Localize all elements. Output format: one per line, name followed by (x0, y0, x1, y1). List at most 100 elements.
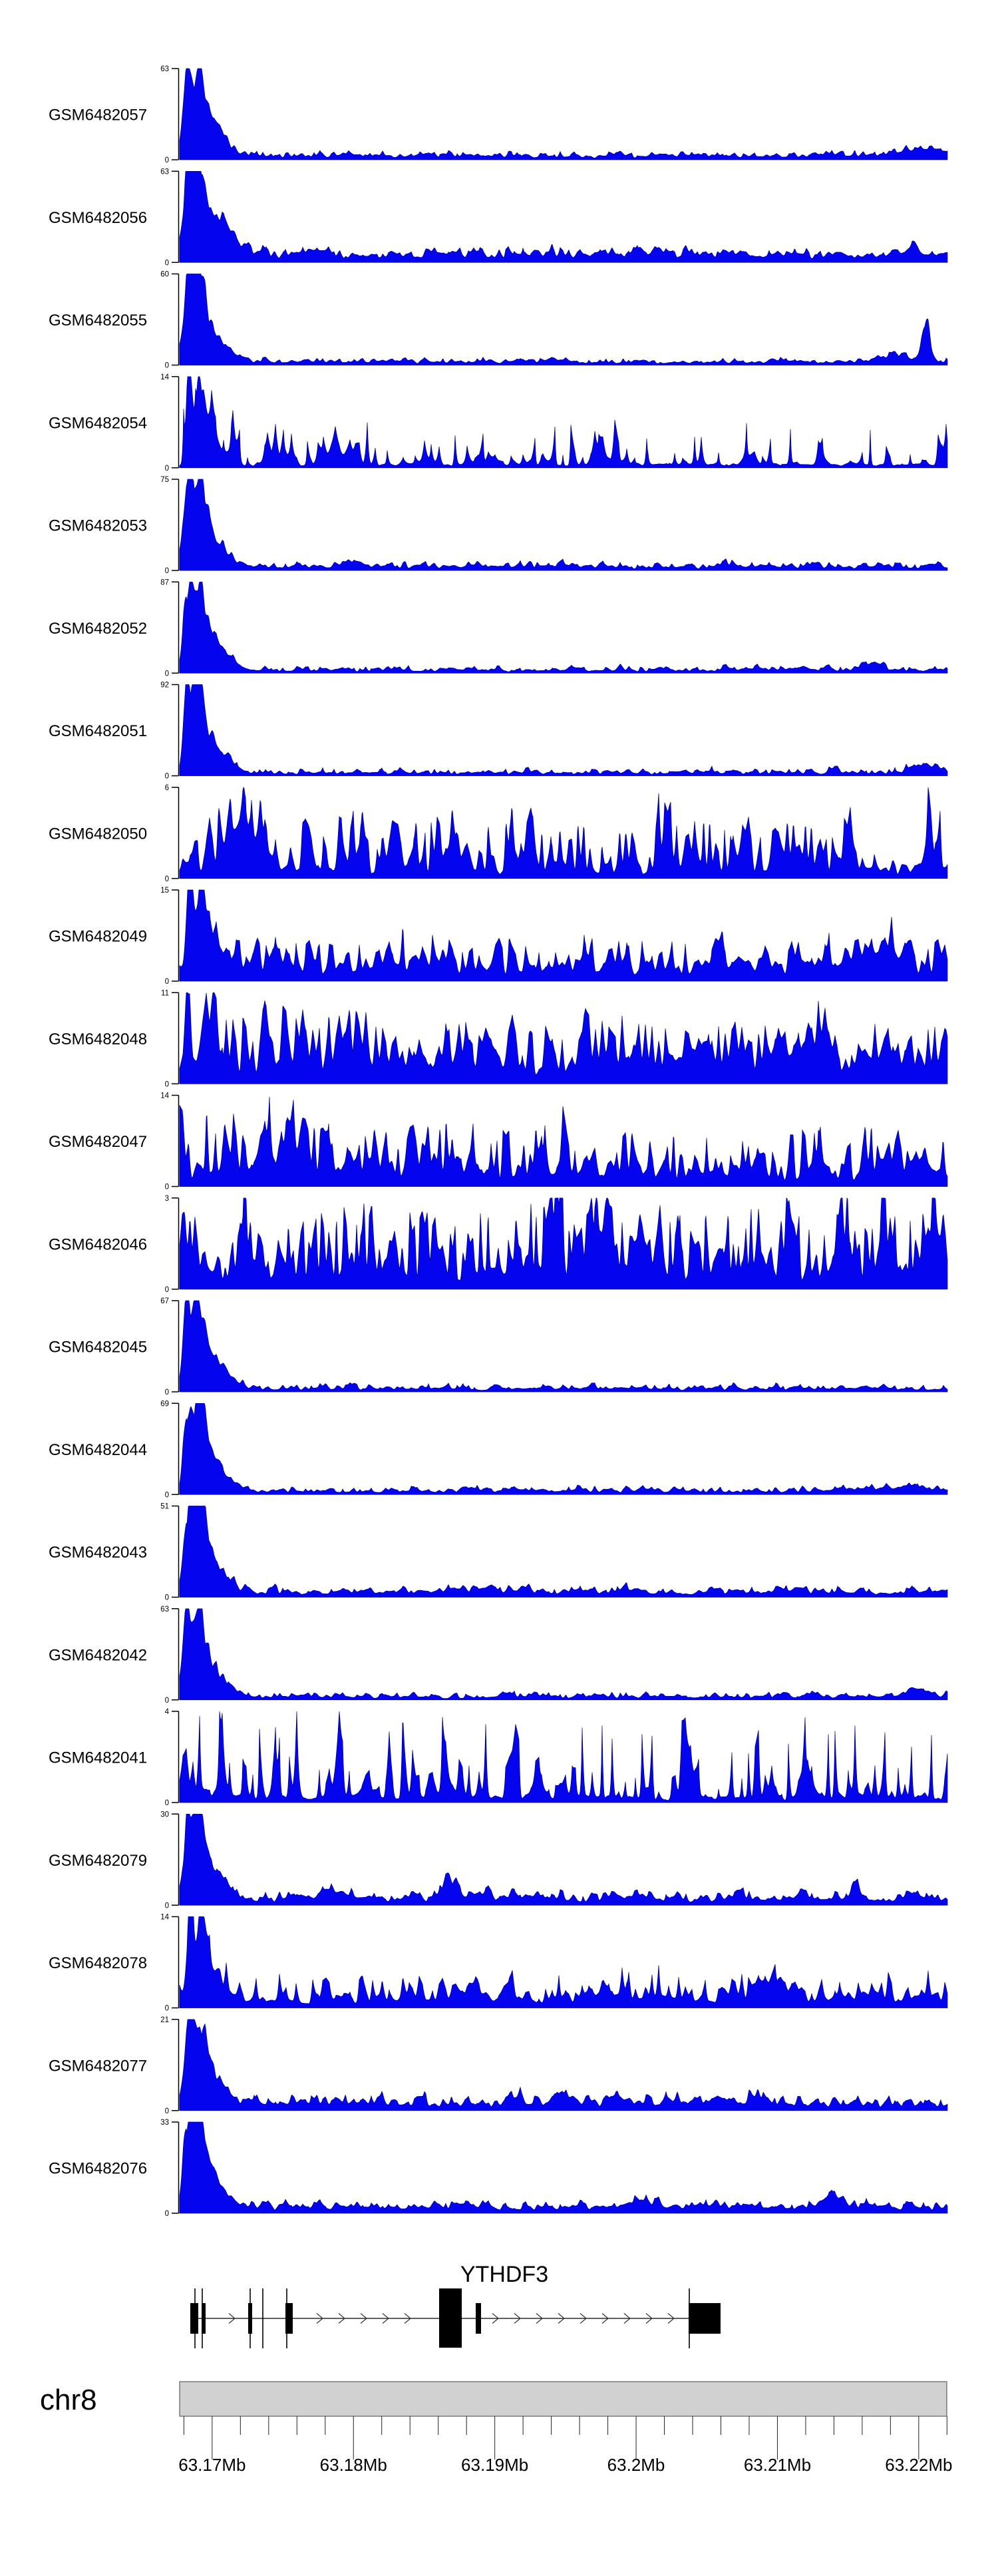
coverage-area (179, 992, 948, 1084)
track-label: GSM6482041 (49, 1749, 147, 1767)
data-track-row: GSM6482055 60 0 (49, 271, 948, 370)
coverage-area (179, 274, 948, 365)
track-label: GSM6482046 (49, 1235, 147, 1253)
track-label: GSM6482078 (49, 1954, 147, 1972)
strand-arrow-icon (492, 2313, 499, 2324)
data-track-row: GSM6482077 21 0 (49, 2016, 948, 2115)
track-ymax-label: 63 (160, 65, 169, 73)
strand-arrow-icon (667, 2313, 675, 2324)
chromosome-axis-track: chr8 63.17Mb 63.18Mb 63.19Mb 63.2Mb 63.21Mb 63… (40, 2381, 952, 2475)
coverage-area (179, 1197, 948, 1290)
data-track-row: GSM6482056 63 0 (49, 168, 948, 267)
gene-exon (439, 2288, 462, 2348)
track-label: GSM6482053 (49, 517, 147, 535)
track-label: GSM6482048 (49, 1030, 147, 1048)
chromosome-name-label: chr8 (40, 2384, 97, 2416)
coverage-area (179, 2019, 948, 2111)
track-ymax-label: 14 (160, 1092, 169, 1100)
track-ymax-label: 30 (160, 1811, 169, 1819)
coverage-area (179, 684, 948, 776)
track-ymin-label: 0 (165, 465, 169, 473)
gene-exon (190, 2303, 198, 2334)
strand-arrow-icon (601, 2313, 609, 2324)
coverage-area (179, 1608, 948, 1701)
strand-arrow-icon (623, 2313, 631, 2324)
strand-arrow-icon (382, 2313, 389, 2324)
coverage-area (179, 1506, 948, 1598)
track-label: GSM6482050 (49, 825, 147, 843)
axis-tick-label: 63.2Mb (607, 2455, 665, 2475)
strand-arrow-icon (316, 2313, 323, 2324)
track-ymin-label: 0 (165, 1491, 169, 1499)
track-label: GSM6482079 (49, 1852, 147, 1870)
track-ymin-label: 0 (165, 1389, 169, 1396)
gene-exon (476, 2303, 481, 2334)
track-ymin-label: 0 (165, 362, 169, 370)
strand-arrow-icon (536, 2313, 543, 2324)
coverage-area (179, 68, 948, 160)
track-ymax-label: 87 (160, 578, 169, 586)
coverage-area (179, 2121, 948, 2214)
track-ymin-label: 0 (165, 1799, 169, 1807)
gene-name-label: YTHDF3 (460, 2262, 548, 2287)
coverage-area (179, 1813, 948, 1906)
track-ymax-label: 3 (165, 1195, 169, 1203)
data-track-row: GSM6482076 33 0 (49, 2119, 948, 2218)
track-label: GSM6482052 (49, 620, 147, 638)
track-ymin-label: 0 (165, 875, 169, 883)
data-track-row: GSM6482054 14 0 (49, 373, 948, 473)
track-label: GSM6482076 (49, 2160, 147, 2178)
track-ymin-label: 0 (165, 1286, 169, 1294)
track-ymin-label: 0 (165, 2107, 169, 2115)
track-ymin-label: 0 (165, 670, 169, 678)
data-track-row: GSM6482053 75 0 (49, 476, 948, 575)
track-ymax-label: 21 (160, 2016, 169, 2024)
strand-arrow-icon (580, 2313, 587, 2324)
coverage-area (179, 1300, 948, 1393)
coverage-area (179, 1402, 948, 1495)
track-ymax-label: 69 (160, 1400, 169, 1408)
track-ymax-label: 14 (160, 373, 169, 381)
gene-model-track: YTHDF3 (190, 2262, 721, 2348)
track-label: GSM6482044 (49, 1441, 147, 1459)
track-ymin-label: 0 (165, 1902, 169, 1910)
track-label: GSM6482057 (49, 107, 147, 124)
track-label: GSM6482045 (49, 1339, 147, 1357)
strand-arrow-icon (360, 2313, 367, 2324)
track-ymax-label: 33 (160, 2119, 169, 2127)
track-ymin-label: 0 (165, 978, 169, 986)
axis-tick-label: 63.18Mb (320, 2455, 387, 2475)
gene-exon (285, 2303, 293, 2334)
data-track-row: GSM6482051 92 0 (49, 682, 948, 781)
data-track-row: GSM6482044 69 0 (49, 1400, 948, 1499)
track-label: GSM6482077 (49, 2057, 147, 2075)
track-ymax-label: 11 (161, 989, 169, 997)
track-ymin-label: 0 (165, 1080, 169, 1088)
track-ymin-label: 0 (165, 2005, 169, 2013)
coverage-area (179, 581, 948, 674)
coverage-area (179, 1096, 948, 1187)
track-ymax-label: 14 (160, 1914, 169, 1922)
data-track-row: GSM6482041 4 0 (49, 1708, 948, 1807)
strand-arrow-icon (558, 2313, 565, 2324)
track-ymax-label: 75 (160, 476, 169, 484)
track-ymax-label: 60 (160, 271, 169, 279)
data-track-row: GSM6482049 15 0 (49, 887, 948, 986)
data-track-row: GSM6482045 67 0 (49, 1297, 948, 1396)
coverage-area (179, 786, 948, 879)
track-label: GSM6482056 (49, 209, 147, 227)
data-track-row: GSM6482048 11 0 (49, 989, 948, 1088)
strand-arrow-icon (645, 2313, 653, 2324)
data-track-row: GSM6482078 14 0 (49, 1914, 948, 2013)
coverage-area (179, 479, 948, 571)
data-track-row: GSM6482042 63 0 (49, 1606, 948, 1705)
track-ymin-label: 0 (165, 1697, 169, 1705)
track-ymin-label: 0 (165, 773, 169, 781)
track-ymin-label: 0 (165, 1183, 169, 1191)
gene-exon (202, 2303, 206, 2334)
coverage-area (179, 889, 948, 982)
coverage-area (179, 1916, 948, 2008)
track-label: GSM6482055 (49, 312, 147, 329)
